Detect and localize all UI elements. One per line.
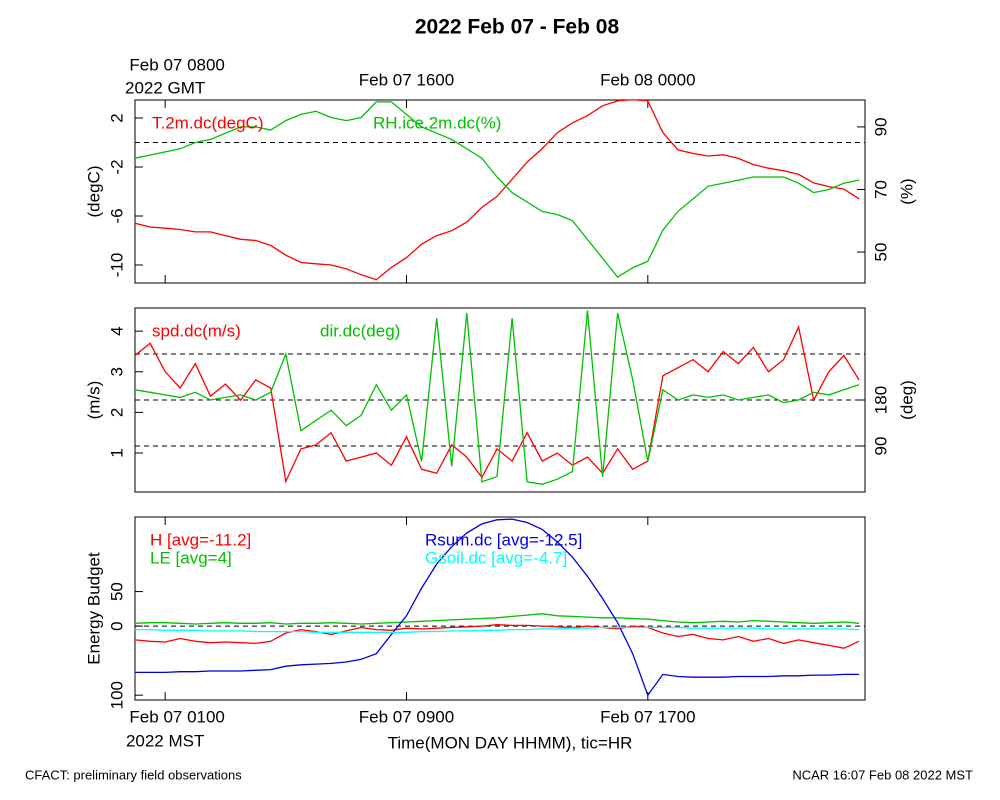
- x2-tick-label: Feb 08 0000: [600, 70, 695, 89]
- plot-area: [135, 100, 860, 281]
- y-axis-label: (degC): [84, 166, 103, 218]
- y-tick-label: -6: [107, 208, 126, 223]
- series-line: [135, 624, 860, 649]
- x-tick-label: Feb 07 0100: [129, 707, 224, 726]
- y-tick-label: 100: [107, 681, 126, 709]
- y2-tick-label: 180: [871, 386, 890, 414]
- series-label: dir.dc(deg): [320, 321, 400, 340]
- x2-note: 2022 GMT: [125, 78, 205, 97]
- y-tick-label: 3: [107, 367, 126, 376]
- y2-tick-label: 90: [871, 117, 890, 136]
- y-tick-label: 2: [107, 408, 126, 417]
- x-axis-label: Time(MON DAY HHMM), tic=HR: [388, 733, 633, 752]
- y-tick-label: -10: [107, 253, 126, 278]
- x2-tick-label: Feb 07 1600: [359, 70, 454, 89]
- plot-frame: [134, 516, 866, 701]
- series-label: H [avg=-11.2]: [150, 530, 251, 549]
- series-line: [135, 310, 860, 485]
- series-line: [135, 101, 860, 278]
- footer-left: CFACT: preliminary field observations: [25, 767, 242, 782]
- series-line: [135, 518, 859, 697]
- y-tick-label: 0: [107, 621, 126, 630]
- series-label: T.2m.dc(degC): [152, 113, 263, 132]
- series-label: Rsum.dc [avg=-12.5]: [425, 530, 582, 549]
- y-tick-label: 2: [107, 113, 126, 122]
- y2-tick-label: 70: [871, 180, 890, 199]
- title: 2022 Feb 07 - Feb 08: [415, 16, 620, 39]
- y2-tick-label: 50: [871, 243, 890, 262]
- series-line: [135, 626, 860, 633]
- y-tick-label: 1: [107, 448, 126, 457]
- x-note: 2022 MST: [126, 731, 204, 750]
- series-label: LE [avg=4]: [150, 548, 232, 567]
- y2-tick-label: 90: [871, 437, 890, 456]
- series-label: RH.ice.2m.dc(%): [373, 113, 501, 132]
- y2-axis-label: (deg): [897, 380, 916, 420]
- series-label: Gsoil.dc [avg=-4.7]: [425, 548, 567, 567]
- y-tick-label: 4: [107, 326, 126, 335]
- x2-tick-label: Feb 07 0800: [129, 55, 224, 74]
- series-line: [135, 613, 860, 625]
- y-axis-label: Energy Budget: [84, 552, 103, 665]
- x-tick-label: Feb 07 0900: [359, 707, 454, 726]
- y2-axis-label: (%): [897, 178, 916, 204]
- y-axis-label: (m/s): [84, 381, 103, 420]
- series-line: [135, 325, 860, 484]
- y-tick-label: -2: [107, 159, 126, 174]
- footer-right: NCAR 16:07 Feb 08 2022 MST: [792, 767, 973, 782]
- series-label: spd.dc(m/s): [152, 321, 241, 340]
- series-line: [135, 100, 860, 281]
- plot-area: [135, 310, 860, 485]
- y-tick-label: 50: [107, 582, 126, 601]
- plot-area: [135, 518, 860, 697]
- plot-frame: [134, 99, 866, 284]
- x-tick-label: Feb 07 1700: [600, 707, 695, 726]
